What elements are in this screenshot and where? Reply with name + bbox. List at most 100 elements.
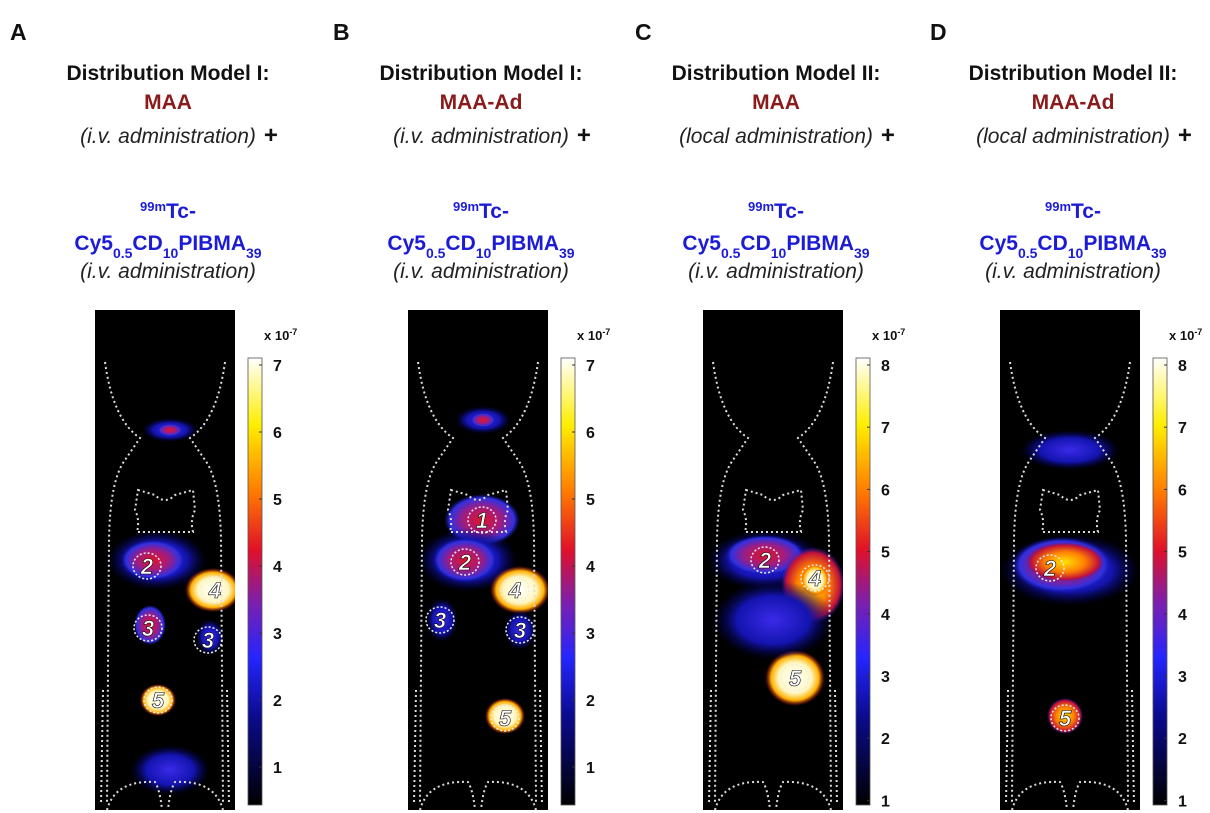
subscript: 39 xyxy=(246,245,262,261)
colorbar-tick: 4 xyxy=(1178,607,1187,624)
name-part: PIBMA xyxy=(1083,232,1151,255)
uptake xyxy=(433,538,497,582)
uptake xyxy=(725,535,805,575)
region-label: 5 xyxy=(789,666,802,691)
probe-line: 99mTc- xyxy=(748,199,804,224)
panel: B Distribution Model I: MAA-Ad (i.v. admini… xyxy=(333,19,610,810)
probe-route: (i.v. administration) xyxy=(80,260,256,283)
scale-base: x 10 xyxy=(264,328,289,343)
uptake xyxy=(765,650,825,706)
uptake xyxy=(1047,698,1083,734)
colorbar-tick: 7 xyxy=(881,420,890,437)
colorbar-tick: 4 xyxy=(273,559,282,576)
subscript: 39 xyxy=(559,245,575,261)
colorbar-tick: 7 xyxy=(273,358,282,375)
route: (i.v. administration) xyxy=(393,125,569,148)
region-outline xyxy=(193,626,223,654)
probe-line: 99mTc- xyxy=(453,199,509,224)
subscript: 10 xyxy=(163,245,179,261)
colorbar-tick: 7 xyxy=(586,358,595,375)
probe-line: 99mTc- xyxy=(140,199,196,224)
region-label: 2 xyxy=(140,554,154,579)
probe-name: Cy50.5CD10PIBMA39 xyxy=(74,232,261,261)
region-outline xyxy=(800,564,830,592)
uptake xyxy=(713,580,833,660)
scale-exp: -7 xyxy=(602,327,610,337)
region-outline xyxy=(505,616,535,644)
name-part: CD xyxy=(1037,232,1067,255)
probe-name: Cy50.5CD10PIBMA39 xyxy=(979,232,1166,261)
uptake xyxy=(490,566,548,614)
colorbar-tick: 1 xyxy=(1178,793,1187,810)
name-part: CD xyxy=(132,232,162,255)
region-label: 2 xyxy=(1043,556,1057,581)
colorbar-tick: 2 xyxy=(881,731,890,748)
name-part: PIBMA xyxy=(491,232,559,255)
region-outline xyxy=(425,606,455,634)
uptake xyxy=(1020,430,1120,470)
scale-label: x 10-7 xyxy=(872,327,905,343)
name-part: Cy5 xyxy=(682,232,721,255)
scale-base: x 10 xyxy=(872,328,897,343)
colorbar-tick: 2 xyxy=(1178,731,1187,748)
region-outline xyxy=(500,576,530,604)
region-label: 4 xyxy=(508,578,521,603)
route: (i.v. administration) xyxy=(80,125,256,148)
panel-title: Distribution Model II: xyxy=(969,62,1178,85)
uptake xyxy=(196,619,224,655)
region-outline xyxy=(132,552,162,580)
colorbar-tick: 3 xyxy=(881,669,890,686)
isotope: 99m xyxy=(748,199,774,214)
plus: + xyxy=(264,122,278,149)
name-part: PIBMA xyxy=(178,232,246,255)
name-part: PIBMA xyxy=(786,232,854,255)
scan-image: 2 4 3 3 5 xyxy=(95,310,235,810)
region-label: 4 xyxy=(808,566,821,591)
subscript: 10 xyxy=(1068,245,1084,261)
region-label: 3 xyxy=(434,608,446,633)
scale-label: x 10-7 xyxy=(264,327,297,343)
scan-image: 2 4 5 xyxy=(703,310,843,810)
colorbar-tick: 6 xyxy=(273,425,282,442)
plus: + xyxy=(1178,122,1192,149)
colorbar-tick: 1 xyxy=(881,793,890,810)
colorbar xyxy=(247,357,263,806)
uptake xyxy=(485,698,525,734)
colorbar-tick: 1 xyxy=(273,760,282,777)
region-label: 4 xyxy=(208,578,221,603)
scan-image: 12 4 3 3 5 xyxy=(408,310,548,810)
colorbar-tick: 1 xyxy=(586,760,595,777)
region-outline xyxy=(133,614,163,642)
isotope: 99m xyxy=(453,199,479,214)
region-label: 2 xyxy=(758,548,772,573)
colorbar xyxy=(560,357,576,806)
agent: MAA xyxy=(144,91,192,114)
colorbar-tick: 3 xyxy=(1178,669,1187,686)
colorbar-tick: 5 xyxy=(586,492,595,509)
region-outline xyxy=(780,664,810,692)
colorbar-tick: 2 xyxy=(273,693,282,710)
region-outline xyxy=(750,546,780,574)
colorbar xyxy=(855,357,871,806)
element: Tc- xyxy=(774,200,804,223)
panel-letter: B xyxy=(333,19,350,45)
scale-base: x 10 xyxy=(1169,328,1194,343)
plus: + xyxy=(881,122,895,149)
element: Tc- xyxy=(1071,200,1101,223)
panel-title: Distribution Model I: xyxy=(380,62,583,85)
colorbar-tick: 8 xyxy=(881,358,890,375)
region-outline xyxy=(450,548,480,576)
region-label: 3 xyxy=(514,618,526,643)
region-label: 1 xyxy=(476,508,488,533)
element: Tc- xyxy=(479,200,509,223)
panel-letter: D xyxy=(930,19,947,45)
plus: + xyxy=(577,122,591,149)
uptake xyxy=(158,424,182,436)
name-part: CD xyxy=(740,232,770,255)
region-label: 3 xyxy=(202,628,214,653)
probe-name: Cy50.5CD10PIBMA39 xyxy=(682,232,869,261)
scale-label: x 10-7 xyxy=(577,327,610,343)
subscript: 10 xyxy=(771,245,787,261)
uptake xyxy=(140,684,176,716)
scan-image: 25 xyxy=(1000,310,1140,810)
